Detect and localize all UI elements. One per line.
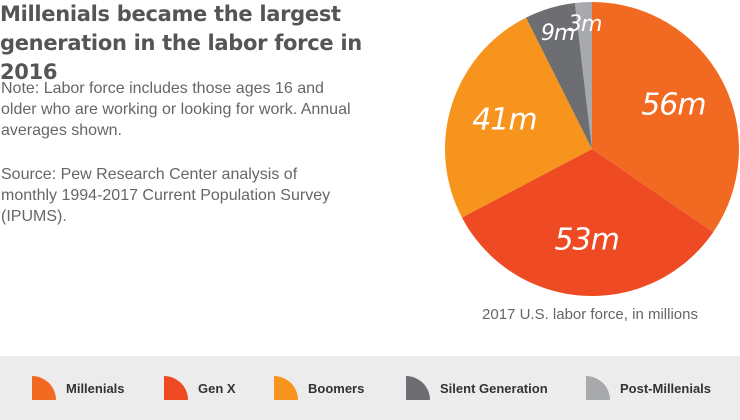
pie-slice-silent-generation bbox=[526, 2, 592, 150]
legend-swatch-boomers bbox=[274, 376, 298, 400]
legend-label-silent-generation: Silent Generation bbox=[440, 380, 548, 396]
slice-label-silent-generation: 9m bbox=[541, 21, 574, 46]
legend-label-post-millenials: Post-Millenials bbox=[620, 380, 712, 396]
pie-slice-boomers bbox=[445, 17, 592, 218]
legend-swatch-gen-x bbox=[164, 376, 188, 400]
pie-slice-millenials bbox=[592, 2, 739, 233]
slice-label-gen-x: 53m bbox=[554, 222, 618, 257]
pie-slice-post-millenials bbox=[574, 2, 592, 149]
legend-swatch-shape bbox=[164, 376, 188, 400]
chart-caption: 2017 U.S. labor force, in millions bbox=[482, 306, 698, 323]
legend-swatch-shape bbox=[274, 376, 298, 400]
legend-label-millenials: Millenials bbox=[66, 380, 125, 396]
legend-swatch-post-millenials bbox=[586, 376, 610, 400]
source-text: Source: Pew Research Center analysis of … bbox=[1, 166, 331, 225]
pie-slice-gen-x bbox=[461, 149, 714, 296]
legend-swatch-shape bbox=[406, 376, 430, 400]
legend-swatch-shape bbox=[586, 376, 610, 400]
legend-item-silent-generation: Silent Generation bbox=[404, 356, 548, 420]
slice-label-boomers: 41m bbox=[472, 102, 536, 137]
legend: Millenials Gen X Boomers Silent Generati… bbox=[0, 356, 740, 420]
legend-swatch-shape bbox=[32, 376, 56, 400]
legend-label-gen-x: Gen X bbox=[198, 380, 236, 396]
chart-title: Millenials became the largest generation… bbox=[0, 2, 362, 84]
legend-item-post-millenials: Post-Millenials bbox=[584, 356, 711, 420]
legend-item-boomers: Boomers bbox=[272, 356, 364, 420]
pie-chart: 56m 53m 41m 9m 3m bbox=[440, 0, 740, 300]
legend-swatch-millenials bbox=[32, 376, 56, 400]
legend-item-millenials: Millenials bbox=[30, 356, 125, 420]
legend-swatch-silent-generation bbox=[406, 376, 430, 400]
note-text: Note: Labor force includes those ages 16… bbox=[1, 80, 351, 139]
slice-label-millenials: 56m bbox=[641, 88, 705, 123]
legend-label-boomers: Boomers bbox=[308, 380, 365, 396]
legend-item-gen-x: Gen X bbox=[162, 356, 236, 420]
slice-label-post-millenials: 3m bbox=[568, 12, 601, 37]
